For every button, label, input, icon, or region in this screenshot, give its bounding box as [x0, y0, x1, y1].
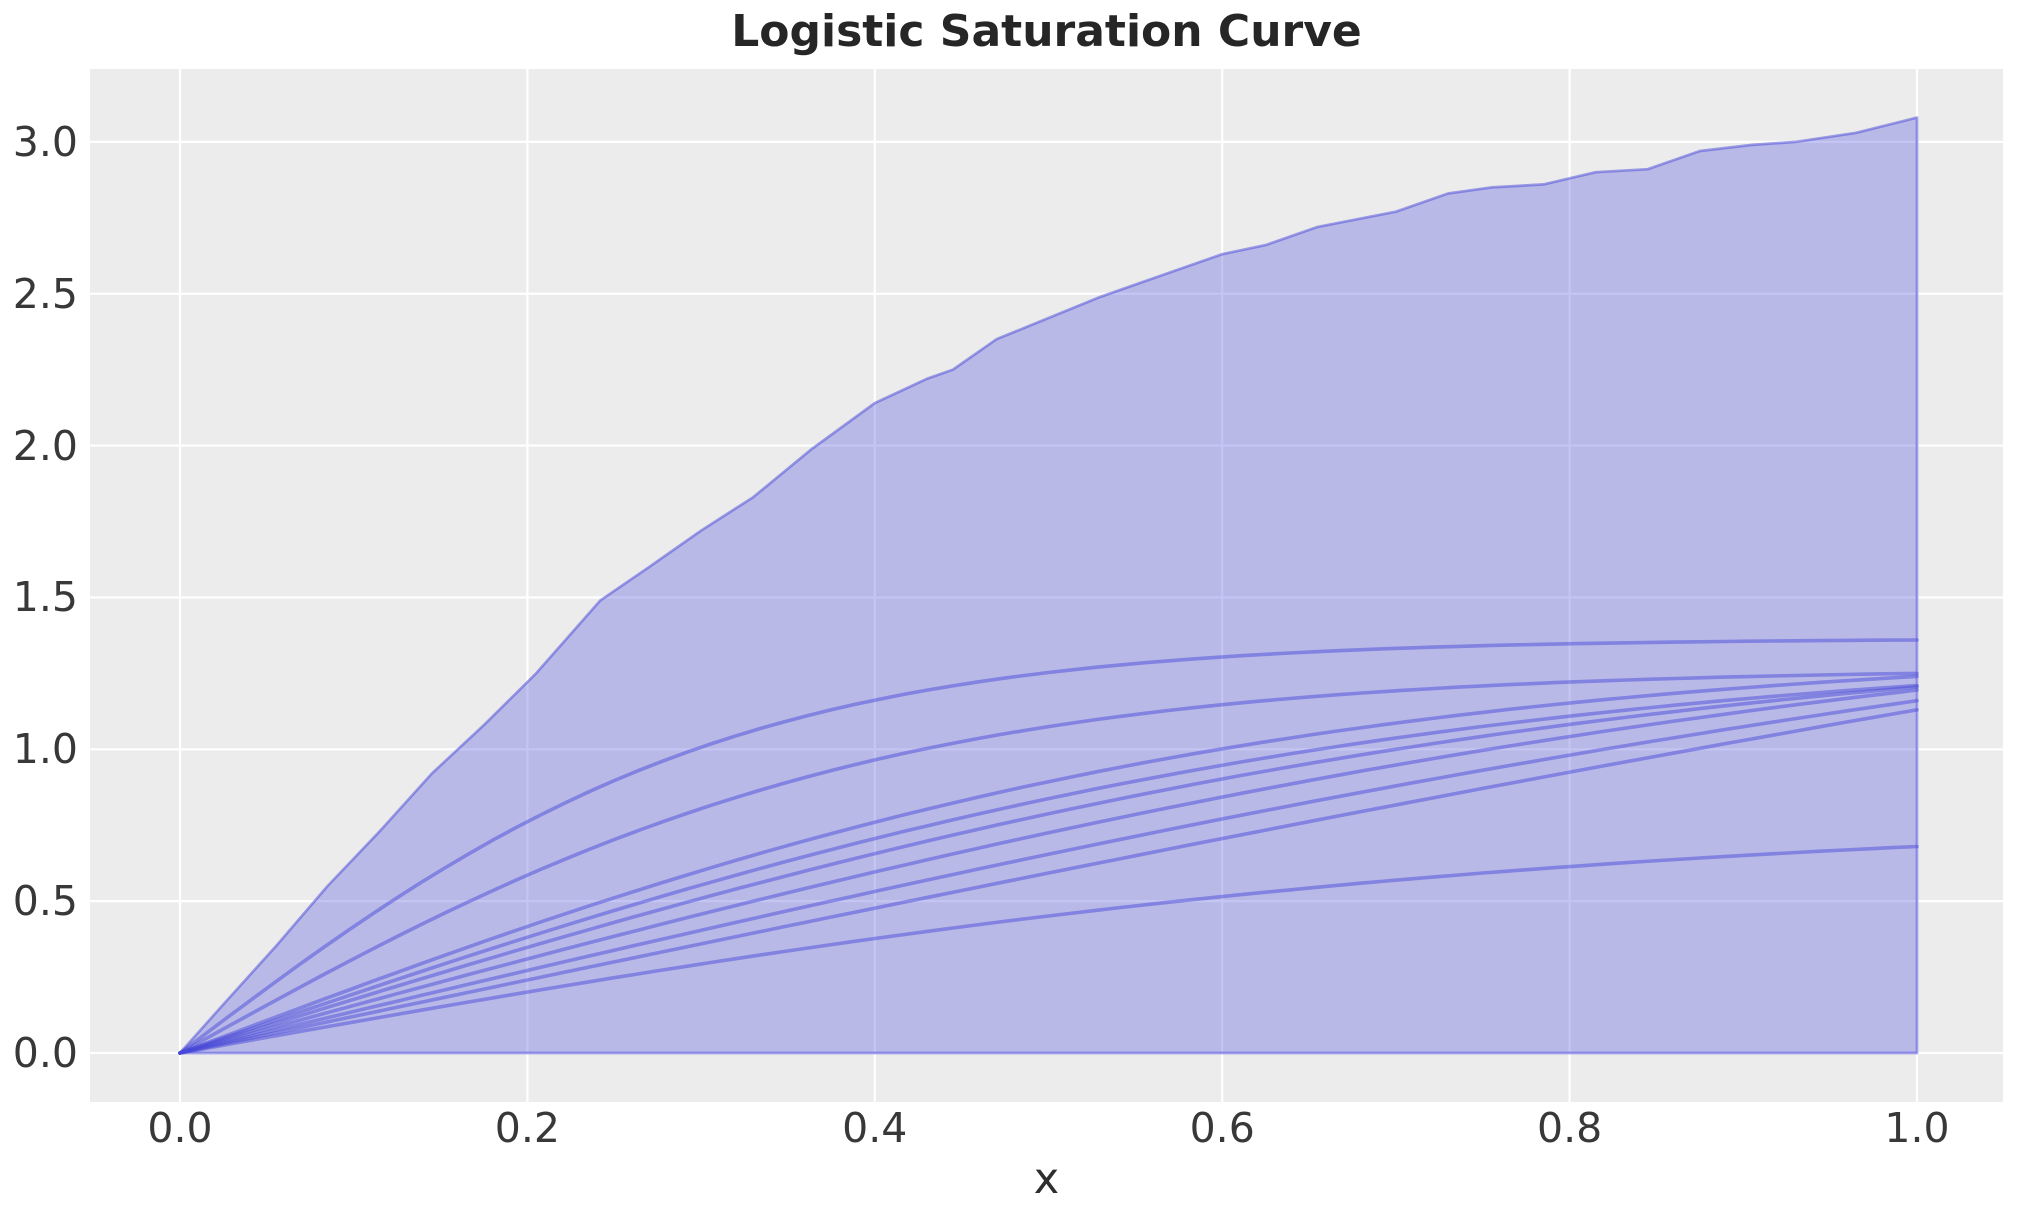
- saturation-curve: [178, 674, 1919, 1055]
- x-tick-label: 1.0: [1884, 1104, 1950, 1152]
- saturation-curve: [178, 685, 1919, 1055]
- x-tick-label: 0.4: [842, 1104, 908, 1152]
- y-tick-label: 3.0: [12, 117, 78, 166]
- y-tick-label: 2.5: [12, 269, 78, 318]
- y-tick-label: 1.0: [12, 725, 78, 774]
- saturation-curve: [178, 688, 1919, 1055]
- y-tick-label: 1.5: [12, 573, 78, 622]
- x-tick-label: 0.6: [1189, 1104, 1255, 1152]
- saturation-curve: [178, 671, 1919, 1055]
- y-tick-label: 2.0: [12, 421, 78, 470]
- saturation-curve: [178, 638, 1919, 1055]
- y-tick-label: 0.5: [12, 877, 78, 926]
- y-tick-label: 0.0: [12, 1029, 78, 1077]
- x-tick-label: 0.0: [147, 1104, 213, 1152]
- x-tick-label: 0.2: [494, 1104, 560, 1152]
- chart-title: Logistic Saturation Curve: [731, 6, 1362, 57]
- hdi-band: [178, 116, 1919, 1055]
- plot-background: [90, 69, 2003, 1102]
- saturation-curve: [178, 683, 1919, 1055]
- x-tick-label: 0.8: [1536, 1104, 1603, 1152]
- saturation-curve: [178, 698, 1919, 1055]
- saturation-curve: [178, 708, 1919, 1055]
- x-axis-label: x: [1033, 1154, 1060, 1204]
- saturation-curve: [178, 844, 1919, 1055]
